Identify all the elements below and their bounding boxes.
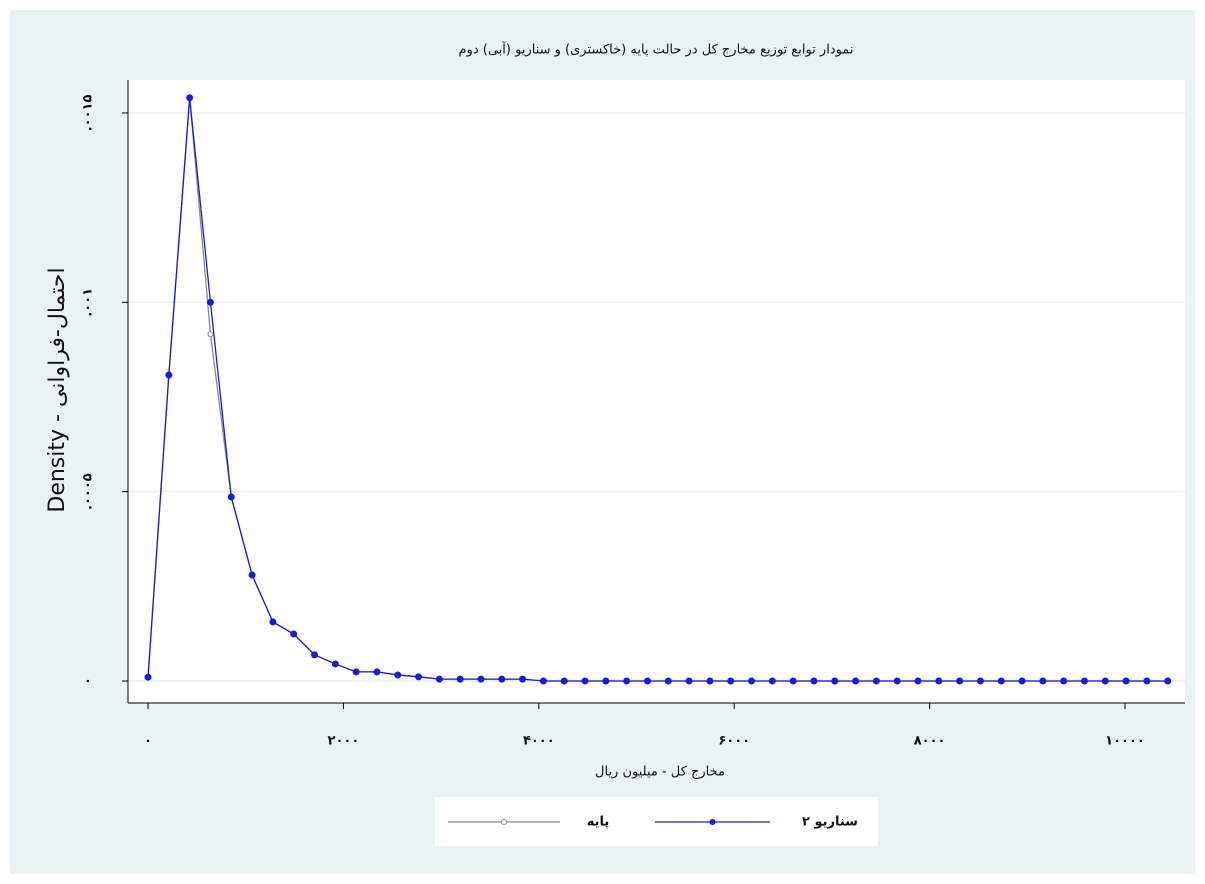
- point: [914, 677, 922, 685]
- point: [165, 371, 173, 379]
- point: [415, 673, 423, 681]
- point: [269, 618, 277, 626]
- point: [664, 677, 672, 685]
- point: [331, 660, 339, 668]
- point: [456, 675, 464, 683]
- legend-marker: [709, 819, 716, 825]
- point: [602, 677, 610, 685]
- point: [248, 571, 256, 579]
- point: [1039, 677, 1047, 685]
- point: [1143, 677, 1151, 685]
- point: [394, 671, 402, 679]
- x-axis-label: مخارج کل - میلیون ریال: [595, 765, 725, 780]
- point: [519, 675, 527, 683]
- point: [685, 677, 693, 685]
- point: [186, 94, 194, 102]
- plot-bg: [128, 80, 1185, 703]
- point: [227, 493, 235, 501]
- point: [1018, 677, 1026, 685]
- point: [1101, 677, 1109, 685]
- legend-marker: [501, 819, 507, 825]
- point: [1060, 677, 1068, 685]
- point: [748, 677, 756, 685]
- point: [1080, 677, 1088, 685]
- y-tick-label: .۰۰۰۵: [81, 473, 96, 510]
- y-tick-label: .۰۰۱۵: [81, 95, 96, 132]
- point: [373, 668, 381, 676]
- x-tick-label: ۰: [144, 734, 152, 749]
- point: [643, 677, 651, 685]
- y-tick-label: .۰۰۱: [81, 288, 96, 317]
- point: [997, 677, 1005, 685]
- point: [976, 677, 984, 685]
- point: [810, 677, 818, 685]
- x-tick-label: ۴۰۰۰: [523, 734, 555, 749]
- legend-label: سناریو ۲: [802, 815, 858, 830]
- legend-label: پایه: [587, 815, 610, 830]
- x-tick-label: ۲۰۰۰: [328, 734, 360, 749]
- point: [560, 677, 568, 685]
- point: [768, 677, 776, 685]
- point: [207, 331, 214, 338]
- x-tick-label: ۱۰۰۰۰: [1105, 734, 1145, 749]
- point: [498, 675, 506, 683]
- point: [144, 673, 152, 681]
- point: [935, 677, 943, 685]
- point: [477, 675, 485, 683]
- point: [706, 677, 714, 685]
- point: [352, 668, 360, 676]
- point: [872, 677, 880, 685]
- point: [893, 677, 901, 685]
- point: [623, 677, 631, 685]
- point: [1164, 677, 1172, 685]
- point: [789, 677, 797, 685]
- point: [206, 298, 214, 306]
- y-axis-label: Density - احتمال-فراوانی: [45, 267, 70, 512]
- x-tick-label: ۸۰۰۰: [914, 734, 946, 749]
- point: [831, 677, 839, 685]
- point: [290, 630, 298, 638]
- point: [1122, 677, 1130, 685]
- x-tick-label: ۶۰۰۰: [718, 734, 750, 749]
- point: [852, 677, 860, 685]
- y-tick-label: ۰: [81, 677, 96, 685]
- chart-title: نمودار توابع توزیع مخارج کل در حالت پایه…: [459, 41, 854, 58]
- point: [727, 677, 735, 685]
- point: [956, 677, 964, 685]
- point: [311, 651, 319, 659]
- point: [581, 677, 589, 685]
- point: [435, 675, 443, 683]
- point: [539, 677, 547, 685]
